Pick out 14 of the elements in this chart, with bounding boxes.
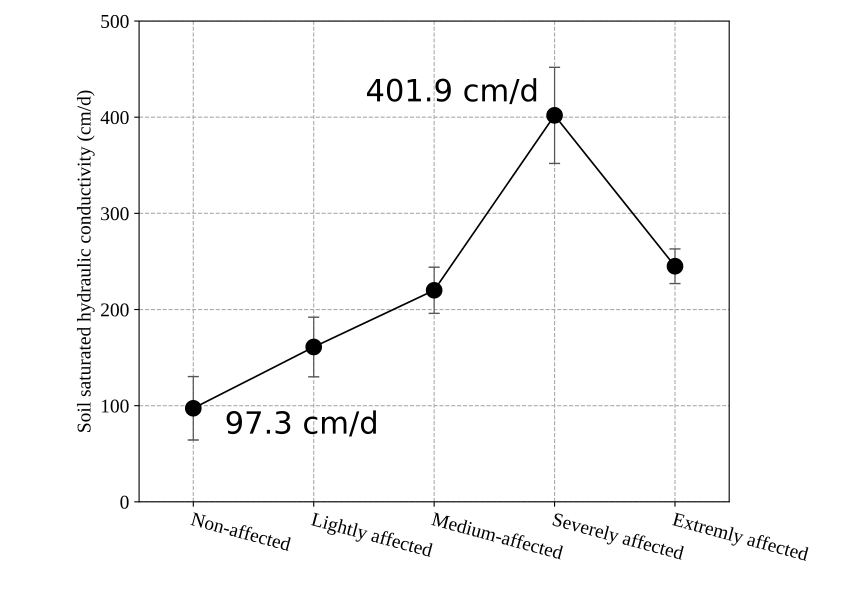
- y-tick-label: 0: [120, 496, 129, 509]
- y-tick-label: 300: [101, 207, 129, 220]
- point: [546, 107, 563, 124]
- y-tick-label: 400: [100, 111, 129, 124]
- y-tick-label: 100: [102, 399, 129, 413]
- annotation: 401.9 cm/d: [366, 78, 536, 104]
- point: [666, 258, 684, 275]
- point: [184, 400, 202, 417]
- y-axis-title: Soil saturated hydraulic conductivity (cm/d): [76, 90, 95, 432]
- y-tick-label: 500: [101, 14, 129, 28]
- y-tick-label: 200: [101, 303, 129, 316]
- point: [305, 338, 322, 356]
- point: [426, 282, 442, 299]
- annotation: 97.3 cm/d: [226, 410, 376, 436]
